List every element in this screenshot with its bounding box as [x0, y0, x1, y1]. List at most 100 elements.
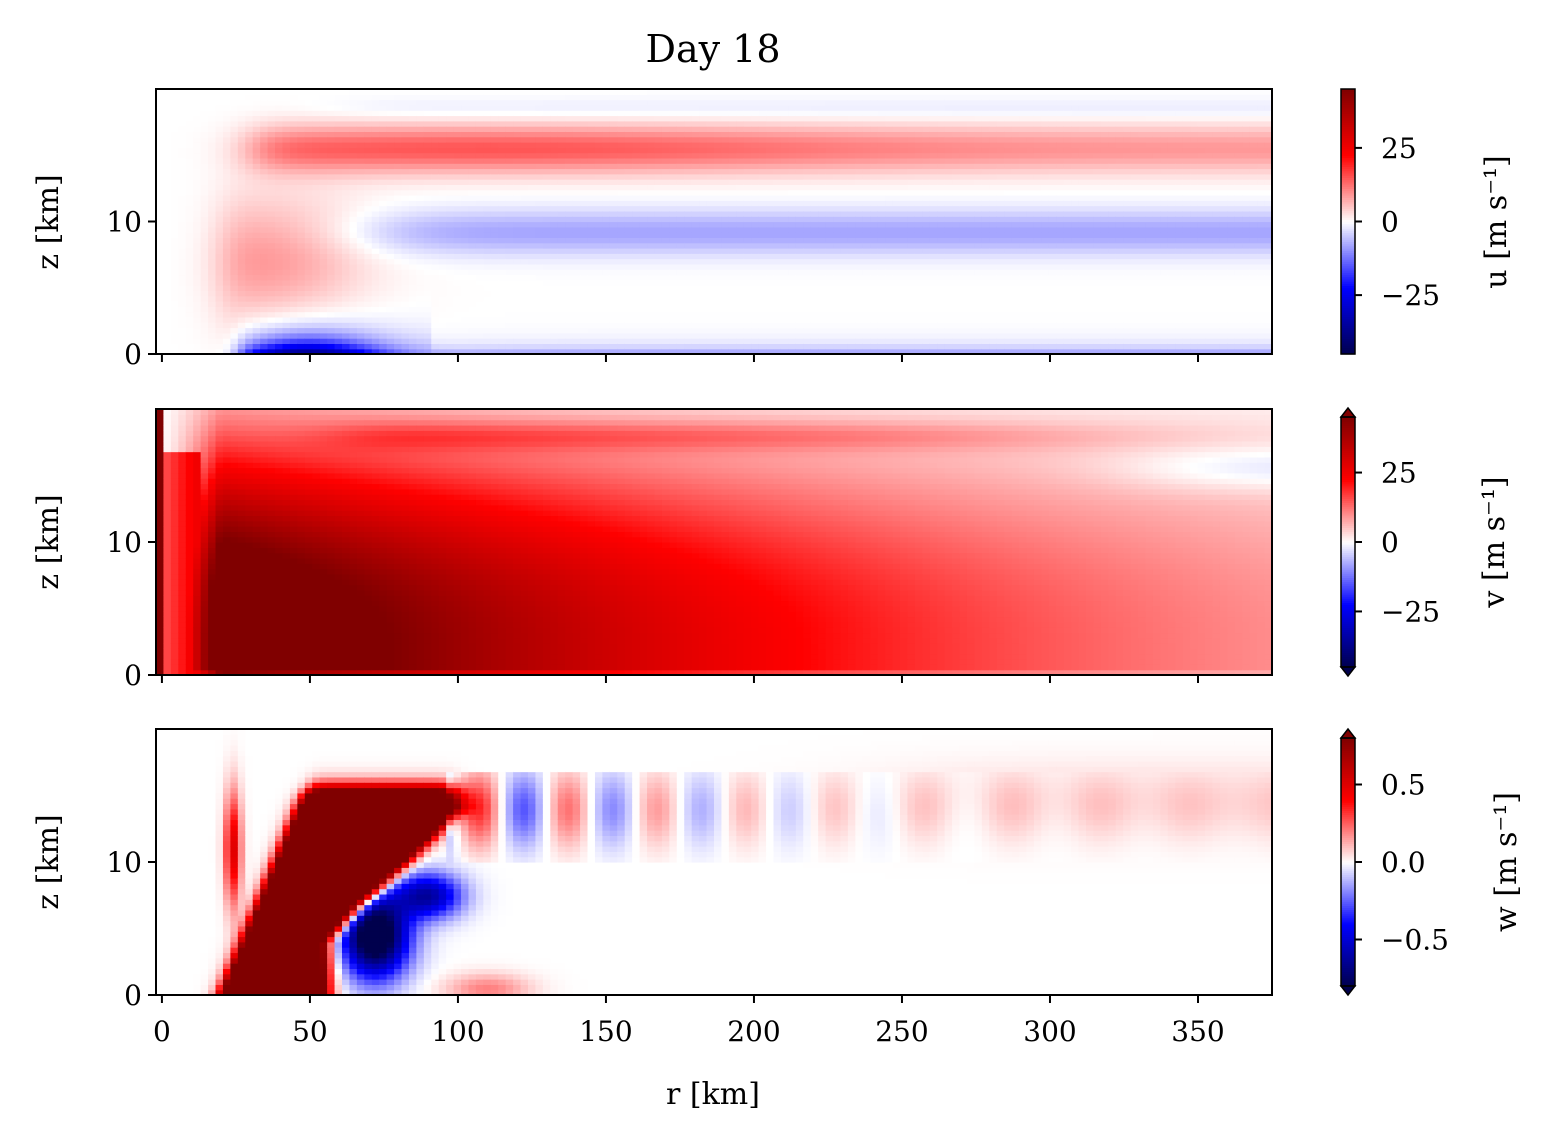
heatmap-cell	[602, 216, 611, 223]
heatmap-cell	[818, 348, 827, 355]
heatmap-cell	[468, 248, 477, 254]
heatmap-cell	[289, 179, 298, 185]
heatmap-cell	[297, 248, 306, 254]
heatmap-cell	[453, 195, 462, 201]
heatmap-cell	[342, 279, 351, 286]
heatmap-cell	[840, 104, 849, 111]
heatmap-cell	[401, 157, 410, 164]
heatmap-cell	[602, 142, 611, 148]
heatmap-cell	[542, 184, 551, 191]
heatmap-cell	[743, 327, 752, 334]
heatmap-cell	[230, 173, 239, 180]
heatmap-cell	[818, 131, 827, 138]
heatmap-cell	[319, 157, 328, 164]
heatmap-cell	[327, 253, 336, 260]
heatmap-cell	[505, 131, 514, 138]
heatmap-cell	[587, 242, 596, 249]
heatmap-cell	[334, 136, 343, 143]
heatmap-cell	[699, 269, 708, 276]
heatmap-cell	[453, 126, 462, 132]
heatmap-cell	[609, 94, 618, 101]
heatmap-cell	[371, 152, 380, 159]
heatmap-cell	[803, 253, 812, 260]
heatmap-cell	[609, 163, 618, 170]
heatmap-cell	[602, 237, 611, 244]
heatmap-cell	[773, 142, 782, 148]
heatmap-cell	[684, 348, 693, 355]
heatmap-cell	[714, 343, 723, 350]
heatmap-cell	[215, 258, 224, 265]
heatmap-cell	[319, 322, 328, 329]
heatmap-cell	[379, 152, 388, 159]
heatmap-cell	[766, 322, 775, 329]
heatmap-cell	[475, 131, 484, 138]
heatmap-cell	[885, 189, 894, 196]
heatmap-cell	[810, 311, 819, 318]
heatmap-cell	[230, 226, 239, 233]
heatmap-cell	[208, 285, 217, 291]
heatmap-cell	[855, 99, 864, 106]
heatmap-cell	[736, 157, 745, 164]
heatmap-cell	[795, 301, 804, 307]
heatmap-cell	[572, 163, 581, 170]
heatmap-cell	[371, 327, 380, 334]
heatmap-cell	[490, 99, 499, 106]
heatmap-cell	[818, 343, 827, 350]
heatmap-cell	[780, 200, 789, 207]
heatmap-cell	[825, 295, 834, 302]
heatmap-cell	[208, 232, 217, 238]
heatmap-cell	[885, 136, 894, 143]
heatmap-cell	[342, 131, 351, 138]
heatmap-cell	[483, 168, 492, 175]
heatmap-cell	[356, 163, 365, 170]
heatmap-cell	[453, 147, 462, 154]
heatmap-cell	[200, 343, 209, 350]
heatmap-cell	[617, 316, 626, 323]
heatmap-cell	[394, 237, 403, 244]
heatmap-cell	[557, 301, 566, 307]
heatmap-cell	[736, 216, 745, 223]
heatmap-cell	[714, 226, 723, 233]
heatmap-cell	[818, 242, 827, 249]
heatmap-cell	[840, 327, 849, 334]
heatmap-cell	[676, 343, 685, 350]
heatmap-cell	[267, 226, 276, 233]
heatmap-cell	[453, 311, 462, 318]
heatmap-cell	[461, 226, 470, 233]
heatmap-cell	[260, 115, 269, 122]
heatmap-cell	[327, 89, 336, 95]
heatmap-cell	[408, 269, 417, 276]
heatmap-cell	[483, 99, 492, 106]
heatmap-cell	[647, 295, 656, 302]
heatmap-cell	[721, 120, 730, 127]
heatmap-cell	[334, 131, 343, 138]
heatmap-cell	[535, 285, 544, 291]
heatmap-cell	[535, 168, 544, 175]
heatmap-cell	[833, 157, 842, 164]
heatmap-cell	[833, 343, 842, 350]
heatmap-cell	[766, 221, 775, 228]
heatmap-cell	[468, 126, 477, 132]
heatmap-cell	[825, 311, 834, 318]
heatmap-cell	[468, 301, 477, 307]
heatmap-cell	[706, 242, 715, 249]
heatmap-cell	[669, 152, 678, 159]
heatmap-cell	[810, 327, 819, 334]
heatmap-cell	[669, 120, 678, 127]
heatmap-cell	[855, 200, 864, 207]
heatmap-cell	[714, 147, 723, 154]
heatmap-cell	[342, 301, 351, 307]
heatmap-cell	[862, 338, 871, 344]
heatmap-cell	[237, 205, 246, 212]
heatmap-cell	[639, 263, 648, 270]
heatmap-cell	[669, 173, 678, 180]
heatmap-cell	[371, 253, 380, 260]
heatmap-cell	[386, 157, 395, 164]
heatmap-cell	[587, 285, 596, 291]
heatmap-cell	[788, 343, 797, 350]
heatmap-cell	[766, 179, 775, 185]
heatmap-cell	[297, 157, 306, 164]
heatmap-cell	[312, 226, 321, 233]
heatmap-cell	[714, 279, 723, 286]
heatmap-cell	[847, 232, 856, 238]
